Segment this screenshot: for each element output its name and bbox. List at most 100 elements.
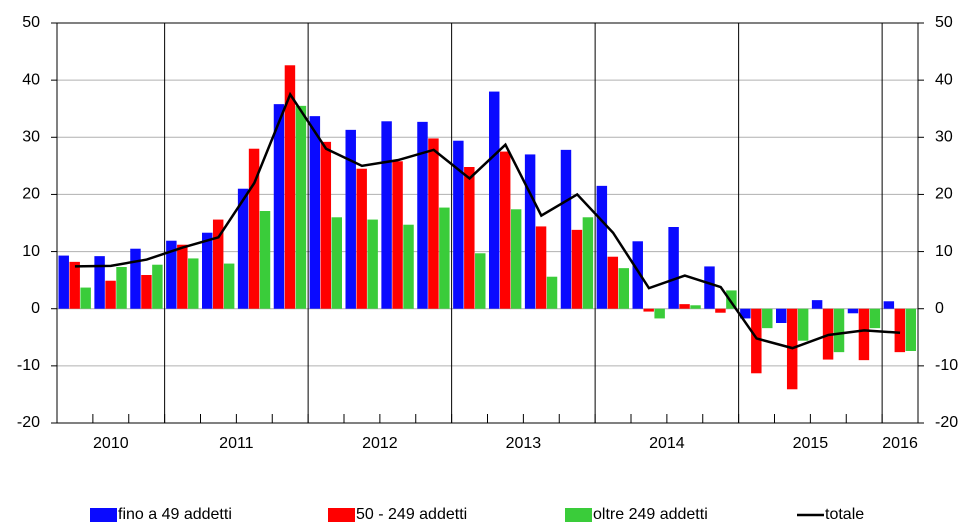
y-tick-label: 0 (31, 300, 40, 317)
bar (869, 308, 881, 329)
bar (116, 267, 127, 309)
y-tick-label: 40 (22, 71, 40, 88)
y-tick-label: -20 (17, 414, 40, 431)
y2-tick-label: -20 (935, 414, 958, 431)
bar (417, 121, 428, 309)
bar (403, 224, 414, 309)
y-tick-label: 50 (22, 14, 40, 31)
year-label: 2015 (793, 435, 829, 452)
bar (535, 226, 547, 309)
year-label: 2016 (882, 435, 918, 452)
legend-label: 50 - 249 addetti (356, 506, 467, 523)
bar (166, 240, 177, 309)
bar (654, 308, 665, 319)
bar (776, 308, 787, 323)
y2-tick-label: 30 (935, 129, 953, 146)
bar (309, 116, 321, 309)
bar (356, 168, 367, 309)
bar (295, 105, 307, 309)
bar (273, 104, 285, 309)
bar (596, 185, 608, 309)
bar (883, 301, 895, 309)
bar (668, 227, 679, 309)
y2-tick-label: 0 (935, 300, 944, 317)
bar (489, 91, 500, 309)
bar (105, 280, 116, 309)
bar (202, 232, 213, 309)
legend-swatch (328, 508, 355, 522)
bar (212, 219, 224, 309)
bar (453, 140, 464, 309)
bar (237, 188, 249, 309)
y2-tick-label: 20 (935, 186, 953, 203)
bar (130, 248, 141, 309)
line (74, 91, 901, 350)
bar (905, 308, 916, 351)
bar (345, 129, 356, 309)
bar (223, 263, 235, 309)
bar (797, 308, 809, 341)
bar (858, 308, 870, 361)
y-tick-label: 30 (22, 129, 40, 146)
bar (475, 253, 486, 309)
bar (643, 308, 654, 312)
bar (571, 229, 583, 309)
legend-swatch (565, 508, 592, 522)
legend-swatch (90, 508, 117, 522)
bar (811, 300, 823, 309)
bar (464, 167, 475, 309)
bar (58, 255, 69, 309)
bar (320, 141, 332, 309)
bar (546, 276, 558, 309)
bar (762, 308, 773, 329)
bar (751, 308, 762, 374)
bar (632, 241, 643, 309)
bar (188, 258, 199, 309)
bar (428, 138, 439, 309)
bar (510, 209, 522, 309)
bar (833, 308, 845, 353)
legend-label: oltre 249 addetti (593, 506, 708, 523)
bar (740, 308, 751, 319)
bar (331, 217, 342, 309)
bar (582, 217, 594, 309)
legend-label: fino a 49 addetti (118, 506, 232, 523)
bar (69, 261, 80, 309)
bar (618, 268, 629, 309)
year-label: 2013 (506, 435, 542, 452)
bar (80, 287, 91, 309)
bar (607, 256, 619, 309)
y2-tick-label: 40 (935, 71, 953, 88)
bar (94, 256, 105, 309)
bar (381, 121, 392, 309)
bar (726, 290, 737, 309)
year-label: 2012 (362, 435, 398, 452)
bar (690, 305, 701, 309)
year-label: 2014 (649, 435, 685, 452)
bar (679, 304, 690, 309)
bar (248, 148, 260, 309)
bar (439, 207, 450, 309)
bar (284, 65, 296, 309)
bar (894, 308, 906, 353)
y-tick-label: -10 (17, 357, 40, 374)
bar (715, 308, 726, 313)
bar (392, 161, 403, 309)
y-tick-label: 20 (22, 186, 40, 203)
bar (499, 151, 511, 309)
bar (259, 211, 271, 309)
y2-tick-label: 10 (935, 243, 953, 260)
bar (152, 264, 163, 309)
y2-tick-label: 50 (935, 14, 953, 31)
y2-tick-label: -10 (935, 357, 958, 374)
bar (560, 149, 572, 309)
bar (847, 308, 859, 314)
bar (141, 275, 152, 309)
year-label: 2011 (219, 435, 254, 452)
year-label: 2010 (93, 435, 129, 452)
y-tick-label: 10 (22, 243, 40, 260)
bar (367, 219, 378, 309)
plot-frame (56, 22, 919, 424)
legend-label: totale (825, 506, 864, 523)
